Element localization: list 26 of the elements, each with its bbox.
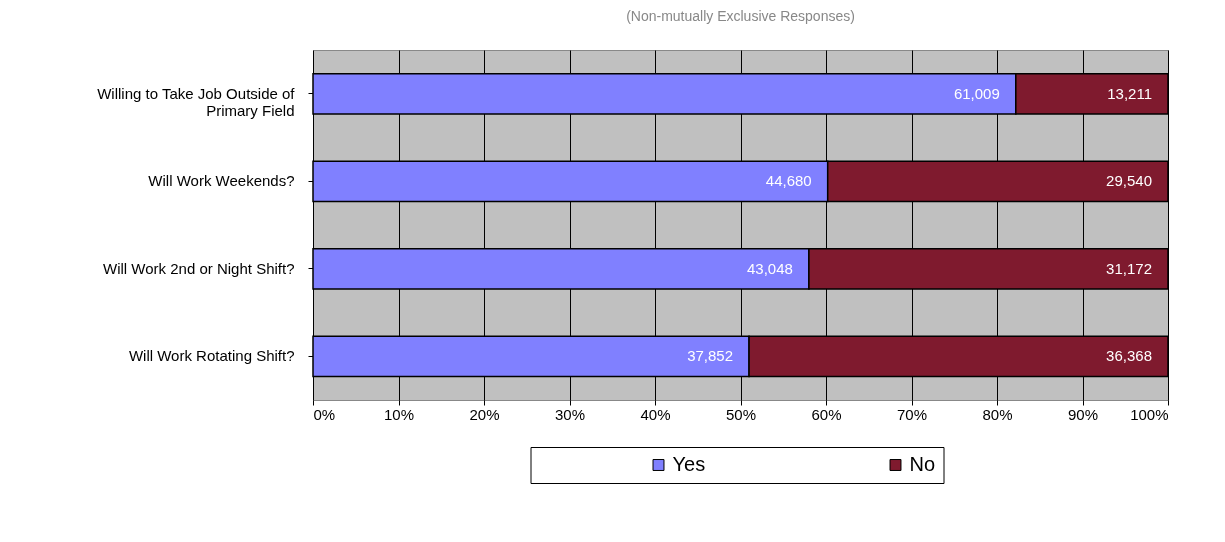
- x-tick-label: 0%: [313, 405, 336, 423]
- annotation: 44,680: [765, 172, 812, 190]
- y-tick-label: Will Work Rotating Shift?: [128, 347, 295, 365]
- x-tick-label: 100%: [1130, 405, 1169, 423]
- x-tick-label: 90%: [1067, 405, 1099, 423]
- y-tick-label: Willing to Take Job Outside of Primary Field: [97, 84, 296, 119]
- annotation: 31,172: [1106, 259, 1152, 277]
- annotation: 36,368: [1106, 347, 1152, 365]
- x-tick-label: 20%: [469, 405, 500, 423]
- annotation: 43,048: [747, 259, 793, 277]
- y-tick-label: Will Work 2nd or Night Shift?: [103, 259, 295, 277]
- x-tick-label: 80%: [982, 405, 1013, 423]
- annotation: 13,211: [1107, 84, 1152, 102]
- x-tick-label: 60%: [811, 405, 842, 423]
- x-tick-label: 40%: [640, 405, 671, 423]
- legend-label: No: [909, 453, 936, 475]
- y-tick-label: Will Work Weekends?: [148, 172, 295, 190]
- x-tick-label: 30%: [554, 405, 586, 423]
- annotation: 37,852: [687, 347, 734, 365]
- annotation: 61,009: [953, 84, 1000, 102]
- x-tick-label: 50%: [725, 405, 757, 423]
- chart-subtitle: (Non-mutually Exclusive Responses): [626, 8, 855, 24]
- x-tick-label: 70%: [896, 405, 928, 423]
- annotation: 29,540: [1106, 172, 1152, 190]
- x-tick-label: 10%: [383, 405, 415, 423]
- legend-label: Yes: [672, 453, 706, 475]
